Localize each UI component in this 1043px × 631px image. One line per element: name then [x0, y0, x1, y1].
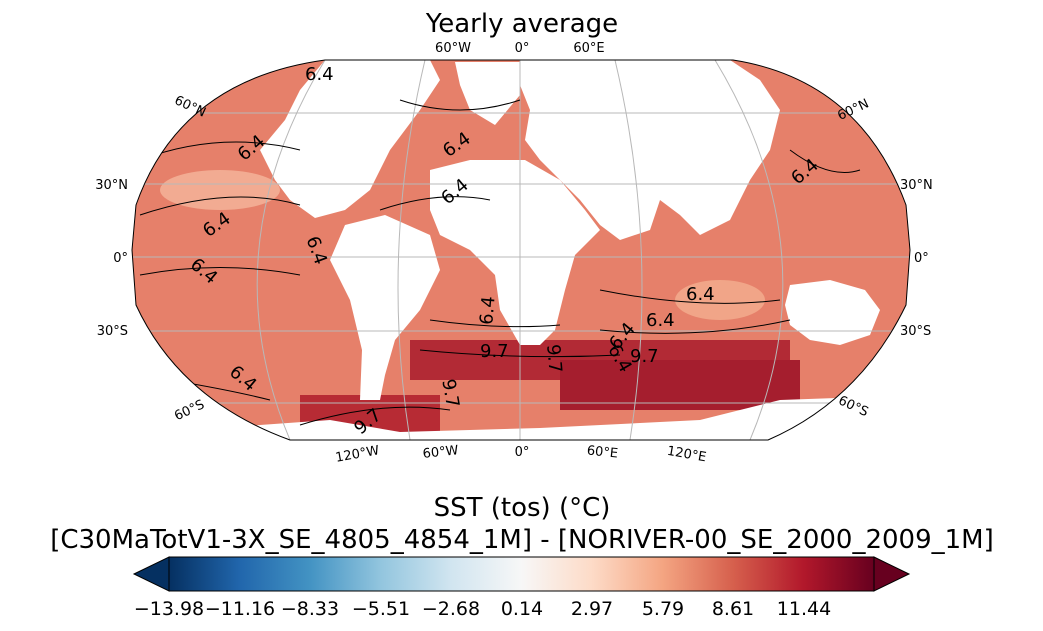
map-body: 6.4 6.4 6.4 6.4 6.4 6.4 6.4 6.4 6.4 6.4 …	[132, 60, 910, 440]
bottom-lon-label: 0°	[515, 445, 530, 460]
contour-label: 6.4	[686, 284, 715, 305]
left-lat-label: 60°S	[172, 397, 207, 424]
contour-label: 9.7	[437, 377, 463, 409]
bottom-lon-label: 120°E	[666, 444, 708, 466]
eurasia-land	[520, 60, 780, 240]
right-lat-label: 30°S	[900, 324, 931, 339]
left-lat-label: 30°N	[95, 178, 128, 193]
antarctica-land	[132, 395, 910, 440]
warm-southern-band-2	[560, 360, 800, 410]
right-lat-label: 0°	[914, 251, 929, 266]
colorbar-tick-label: 8.61	[712, 598, 754, 620]
colorbar-tick-label: −13.98	[134, 598, 204, 620]
colorbar-tick-label: 5.79	[642, 598, 684, 620]
africa-land	[430, 160, 600, 345]
map-title: Yearly average	[425, 9, 618, 39]
left-lat-label: 0°	[113, 251, 128, 266]
map-outline	[131, 59, 911, 441]
colorbar-extend-low	[132, 556, 170, 592]
colorbar-tick-label: 11.44	[777, 598, 831, 620]
colorbar	[132, 556, 911, 592]
contour-label: 6.4	[646, 310, 675, 331]
north-america-land	[260, 60, 440, 218]
pale-indian-patch	[675, 280, 765, 320]
colorbar-extend-high	[873, 556, 911, 592]
colorbar-gradient	[168, 556, 875, 592]
graticule	[132, 60, 910, 440]
contour-label: 6.4	[305, 64, 334, 85]
contour-label: 9.7	[480, 341, 509, 362]
contour-label: 6.4	[476, 295, 499, 325]
right-lat-label: 30°N	[900, 178, 933, 193]
colorbar-tick-label: −2.68	[422, 598, 480, 620]
colorbar-tick-label: −11.16	[205, 598, 275, 620]
top-lon-label: 0°	[515, 41, 530, 56]
colorbar-tick-label: 2.97	[571, 598, 613, 620]
top-lon-label: 60°E	[573, 41, 604, 56]
colorbar-tick-label: 0.14	[501, 598, 543, 620]
colorbar-title: SST (tos) (°C)	[434, 493, 611, 523]
bottom-lon-label: 60°W	[422, 443, 459, 462]
bottom-lon-label: 120°W	[334, 443, 380, 465]
bottom-longitude-labels: 120°W 60°W 0° 60°E 120°E	[334, 443, 707, 466]
right-lat-label: 60°S	[836, 393, 871, 420]
australia-land	[785, 280, 880, 345]
colorbar-tick-labels: −13.98 −11.16 −8.33 −5.51 −2.68 0.14 2.9…	[134, 598, 831, 620]
colorbar-tick-label: −5.51	[352, 598, 410, 620]
south-america-land	[330, 215, 440, 400]
bottom-lon-label: 60°E	[586, 443, 619, 461]
top-lon-label: 60°W	[435, 41, 471, 56]
top-longitude-labels: 60°W 0° 60°E	[435, 41, 605, 56]
contour-label: 9.7	[542, 343, 565, 373]
contour-label: 9.7	[630, 346, 659, 367]
left-lat-label: 30°S	[97, 324, 128, 339]
colorbar-subtitle: [C30MaTotV1-3X_SE_4805_4854_1M] - [NORIV…	[50, 525, 994, 555]
pale-equatorial-patch	[160, 170, 280, 210]
colorbar-tick-label: −8.33	[281, 598, 339, 620]
left-lat-label: 60°N	[172, 93, 208, 120]
